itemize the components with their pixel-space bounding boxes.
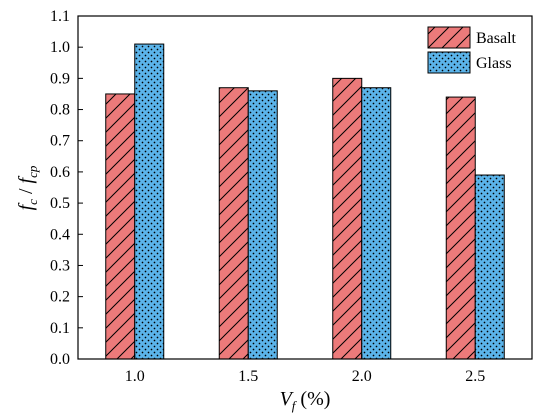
bar-basalt-1.5 [218,87,249,360]
bar-glass-1.5 [247,90,278,360]
legend-swatch-glass [427,51,471,74]
y-tick-label: 0.8 [50,102,70,119]
y-tick-label: 1.0 [50,39,70,56]
x-axis-ticks: 1.0 1.5 2.0 2.5 [125,354,485,385]
y-axis-title: fc / fcp [15,165,40,210]
legend-label-basalt: Basalt [476,30,517,47]
y-tick-label: 1.1 [50,8,70,25]
bar-basalt-2.0 [332,77,363,360]
y-tick-label: 0.7 [50,133,70,150]
bar-glass-1.0 [134,43,165,360]
legend-label-glass: Glass [476,55,512,72]
x-tick-label: 1.0 [125,368,145,385]
x-axis-title: Vf (%) [280,388,331,413]
legend: Basalt Glass [427,26,517,74]
plot-frame [77,15,533,360]
x-tick-label: 2.0 [352,368,372,385]
bars-layer [105,43,505,360]
y-tick-label: 0.5 [50,195,70,212]
y-tick-label: 0.4 [50,226,70,243]
bar-glass-2.0 [361,87,392,360]
y-tick-label: 0.2 [50,289,70,306]
y-tick-label: 0.1 [50,320,70,337]
legend-swatch-basalt [427,26,471,49]
y-tick-label: 0.9 [50,70,70,87]
y-tick-label: 0.3 [50,257,70,274]
y-axis-ticks: 0.0 0.1 0.2 0.3 0.4 0.5 0.6 0.7 0.8 0.9 1.0 1.1 [50,8,83,368]
x-tick-label: 2.5 [465,368,485,385]
bar-basalt-2.5 [445,96,476,360]
y-tick-label: 0.0 [50,351,70,368]
bar-glass-2.5 [474,174,505,360]
y-tick-label: 0.6 [50,164,70,181]
x-tick-label: 1.5 [238,368,258,385]
bar-basalt-1.0 [105,93,136,360]
